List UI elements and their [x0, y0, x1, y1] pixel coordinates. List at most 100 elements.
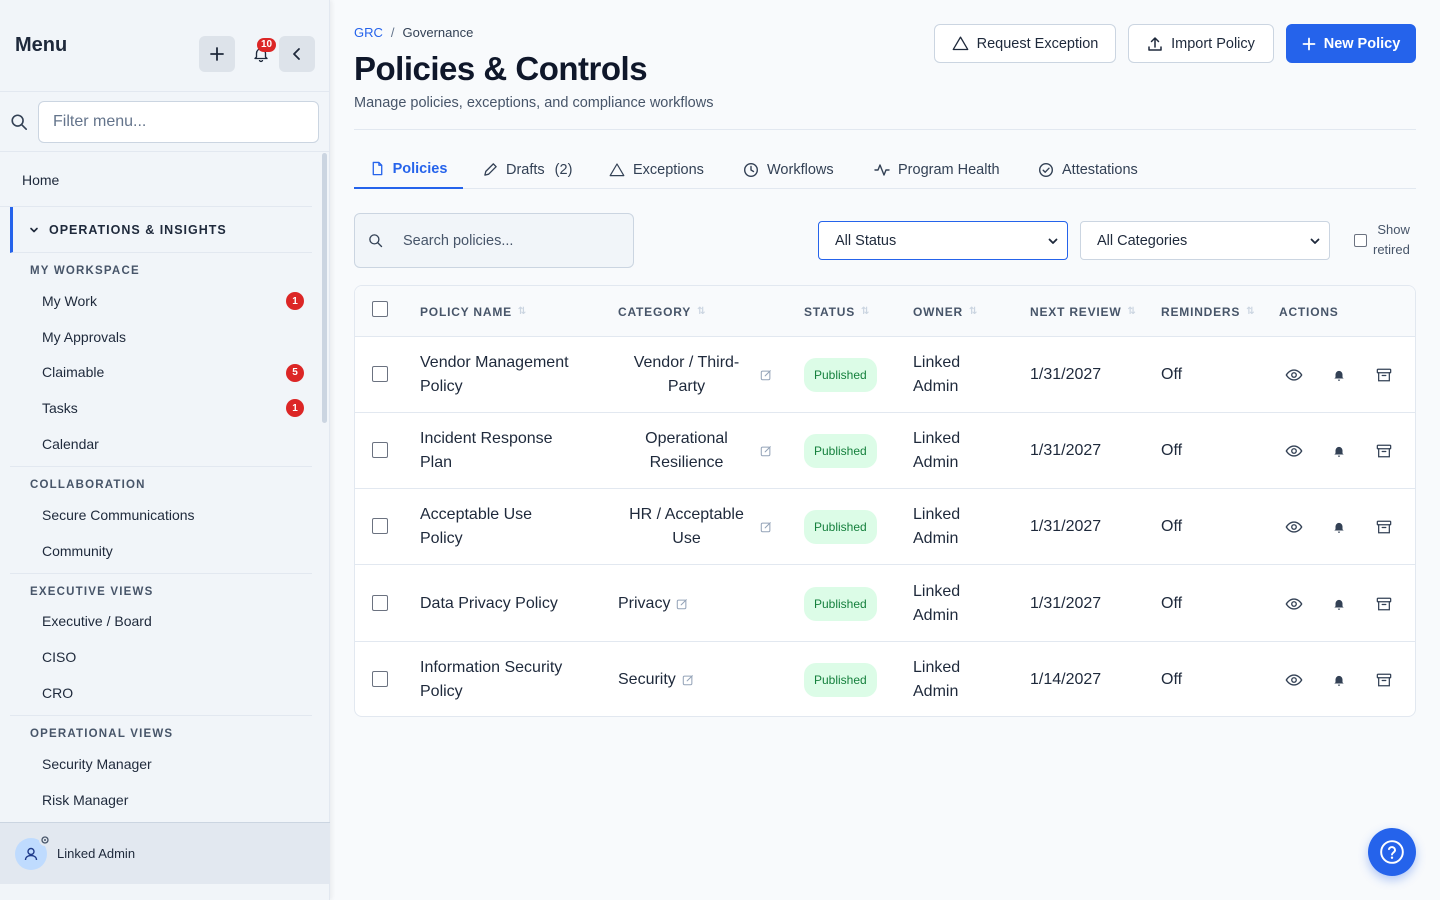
- tab-policies[interactable]: Policies: [354, 150, 463, 189]
- view-button[interactable]: [1284, 642, 1304, 716]
- show-retired-checkbox[interactable]: [1354, 234, 1367, 247]
- sidebar-item-calendar[interactable]: Calendar: [10, 426, 312, 462]
- column-category[interactable]: CATEGORY ⇅: [618, 304, 707, 319]
- edit-category-icon[interactable]: [760, 521, 772, 533]
- tab-program-health[interactable]: Program Health: [874, 150, 1000, 189]
- sidebar-item-executive-board[interactable]: Executive / Board: [10, 604, 312, 640]
- view-button[interactable]: [1284, 489, 1304, 565]
- archive-button[interactable]: [1374, 642, 1394, 716]
- view-button[interactable]: [1284, 337, 1304, 413]
- policy-status: Published: [804, 642, 877, 716]
- sidebar-item-community[interactable]: Community: [10, 533, 312, 569]
- column-owner[interactable]: OWNER ⇅: [913, 304, 979, 319]
- archive-button[interactable]: [1374, 413, 1394, 489]
- column-next-review[interactable]: NEXT REVIEW ⇅: [1030, 304, 1137, 319]
- policy-name[interactable]: Information Security Policy: [420, 658, 563, 700]
- user-profile[interactable]: Linked Admin: [0, 822, 330, 884]
- reminder-button[interactable]: [1329, 642, 1349, 716]
- tab-attestations[interactable]: Attestations: [1038, 150, 1138, 189]
- filter-menu-input[interactable]: Filter menu...: [38, 100, 319, 143]
- breadcrumb-grc[interactable]: GRC: [354, 25, 383, 40]
- table-row[interactable]: Incident Response Plan Operational Resilien…: [355, 413, 1415, 490]
- sidebar-item-tasks[interactable]: Tasks 1: [10, 390, 312, 426]
- tab-exceptions[interactable]: Exceptions: [609, 150, 704, 189]
- reminders-value: Off: [1161, 594, 1183, 612]
- sidebar-item-label: CISO: [42, 649, 77, 666]
- sidebar-item-home[interactable]: Home: [0, 153, 312, 207]
- table-row[interactable]: Acceptable Use Policy HR / Acceptable Use Pu…: [355, 489, 1415, 566]
- sidebar-item-secure-communications[interactable]: Secure Communications: [10, 497, 312, 533]
- reminder-button[interactable]: [1329, 489, 1349, 565]
- archive-button[interactable]: [1374, 337, 1394, 413]
- eye-icon: [1285, 442, 1303, 460]
- sidebar-item-security-manager[interactable]: Security Manager: [10, 746, 312, 782]
- policy-name[interactable]: Vendor Management Policy: [420, 354, 569, 395]
- table-row[interactable]: Vendor Management Policy Vendor / Third- Pa…: [355, 337, 1415, 413]
- avatar: [15, 833, 51, 870]
- add-button[interactable]: [199, 36, 235, 72]
- tab-drafts[interactable]: Drafts (2): [483, 150, 572, 189]
- policy-name[interactable]: Acceptable Use Policy: [420, 506, 533, 548]
- chevron-left-icon: [293, 48, 300, 60]
- eye-icon: [1285, 518, 1303, 536]
- sidebar-item-risk-manager[interactable]: Risk Manager: [10, 782, 312, 818]
- collapse-sidebar-button[interactable]: [279, 36, 315, 72]
- tab-workflows[interactable]: Workflows: [743, 150, 834, 189]
- row-checkbox[interactable]: [372, 518, 388, 535]
- search-icon: [10, 113, 38, 131]
- reminder-button[interactable]: [1329, 413, 1349, 489]
- archive-icon: [1376, 443, 1392, 459]
- sidebar-item-cro[interactable]: CRO: [10, 675, 312, 711]
- reminder-button[interactable]: [1329, 566, 1349, 642]
- sidebar-item-claimable[interactable]: Claimable 5: [10, 355, 312, 391]
- edit-category-icon[interactable]: [760, 445, 772, 457]
- search-icon: [369, 234, 383, 248]
- table-row[interactable]: Data Privacy Policy Privacy Published Linke…: [355, 566, 1415, 642]
- policy-name[interactable]: Data Privacy Policy: [420, 594, 558, 612]
- notification-badge: 10: [257, 38, 277, 52]
- tab-count: (2): [554, 161, 573, 178]
- table-row[interactable]: Information Security Policy Security Publis…: [355, 642, 1415, 716]
- sidebar-item-my-approvals[interactable]: My Approvals: [10, 319, 312, 355]
- policy-category: Privacy: [618, 566, 773, 642]
- archive-button[interactable]: [1374, 489, 1394, 565]
- row-checkbox[interactable]: [372, 366, 388, 382]
- sidebar-scrollbar[interactable]: [322, 153, 327, 423]
- column-policy-name[interactable]: POLICY NAME ⇅: [420, 304, 528, 319]
- edit-category-icon[interactable]: [676, 598, 688, 610]
- sort-icon: ⇅: [517, 306, 528, 317]
- column-reminders[interactable]: REMINDERS ⇅: [1161, 304, 1256, 319]
- import-policy-button[interactable]: Import Policy: [1128, 24, 1274, 63]
- count-badge: 1: [286, 292, 304, 310]
- policy-owner: Linked Admin: [913, 506, 961, 548]
- sidebar-item-ciso[interactable]: CISO: [10, 639, 312, 675]
- column-status[interactable]: STATUS ⇅: [804, 304, 871, 319]
- category-select[interactable]: All Categories: [1080, 221, 1330, 260]
- nav-group-operations-insights[interactable]: OPERATIONS & INSIGHTS: [10, 207, 312, 253]
- view-button[interactable]: [1284, 566, 1304, 642]
- sidebar-item-my-work[interactable]: My Work 1: [10, 283, 312, 319]
- row-checkbox[interactable]: [372, 442, 388, 459]
- sidebar-item-label: Secure Communications: [42, 506, 195, 523]
- sort-icon: ⇅: [969, 306, 979, 317]
- edit-category-icon[interactable]: [682, 674, 694, 686]
- sidebar-item-label: My Approvals: [42, 328, 127, 345]
- count-badge: 1: [286, 399, 304, 418]
- search-policies-input[interactable]: Search policies...: [354, 213, 634, 268]
- row-checkbox[interactable]: [372, 670, 388, 687]
- row-checkbox[interactable]: [372, 594, 388, 611]
- new-policy-button[interactable]: New Policy: [1286, 24, 1416, 63]
- status-select[interactable]: All Status: [818, 221, 1068, 260]
- archive-button[interactable]: [1374, 566, 1394, 642]
- show-retired-label: Show retired: [1373, 222, 1410, 257]
- edit-category-icon[interactable]: [760, 369, 772, 381]
- help-button[interactable]: [1368, 828, 1416, 876]
- select-all-checkbox[interactable]: [372, 301, 388, 317]
- notifications-button[interactable]: 10: [243, 36, 279, 72]
- policy-name[interactable]: Incident Response Plan: [420, 430, 553, 472]
- view-button[interactable]: [1284, 413, 1304, 489]
- request-exception-button[interactable]: Request Exception: [934, 24, 1116, 63]
- reminder-button[interactable]: [1329, 337, 1349, 413]
- upload-icon: [1148, 36, 1162, 51]
- warning-icon: [609, 162, 625, 176]
